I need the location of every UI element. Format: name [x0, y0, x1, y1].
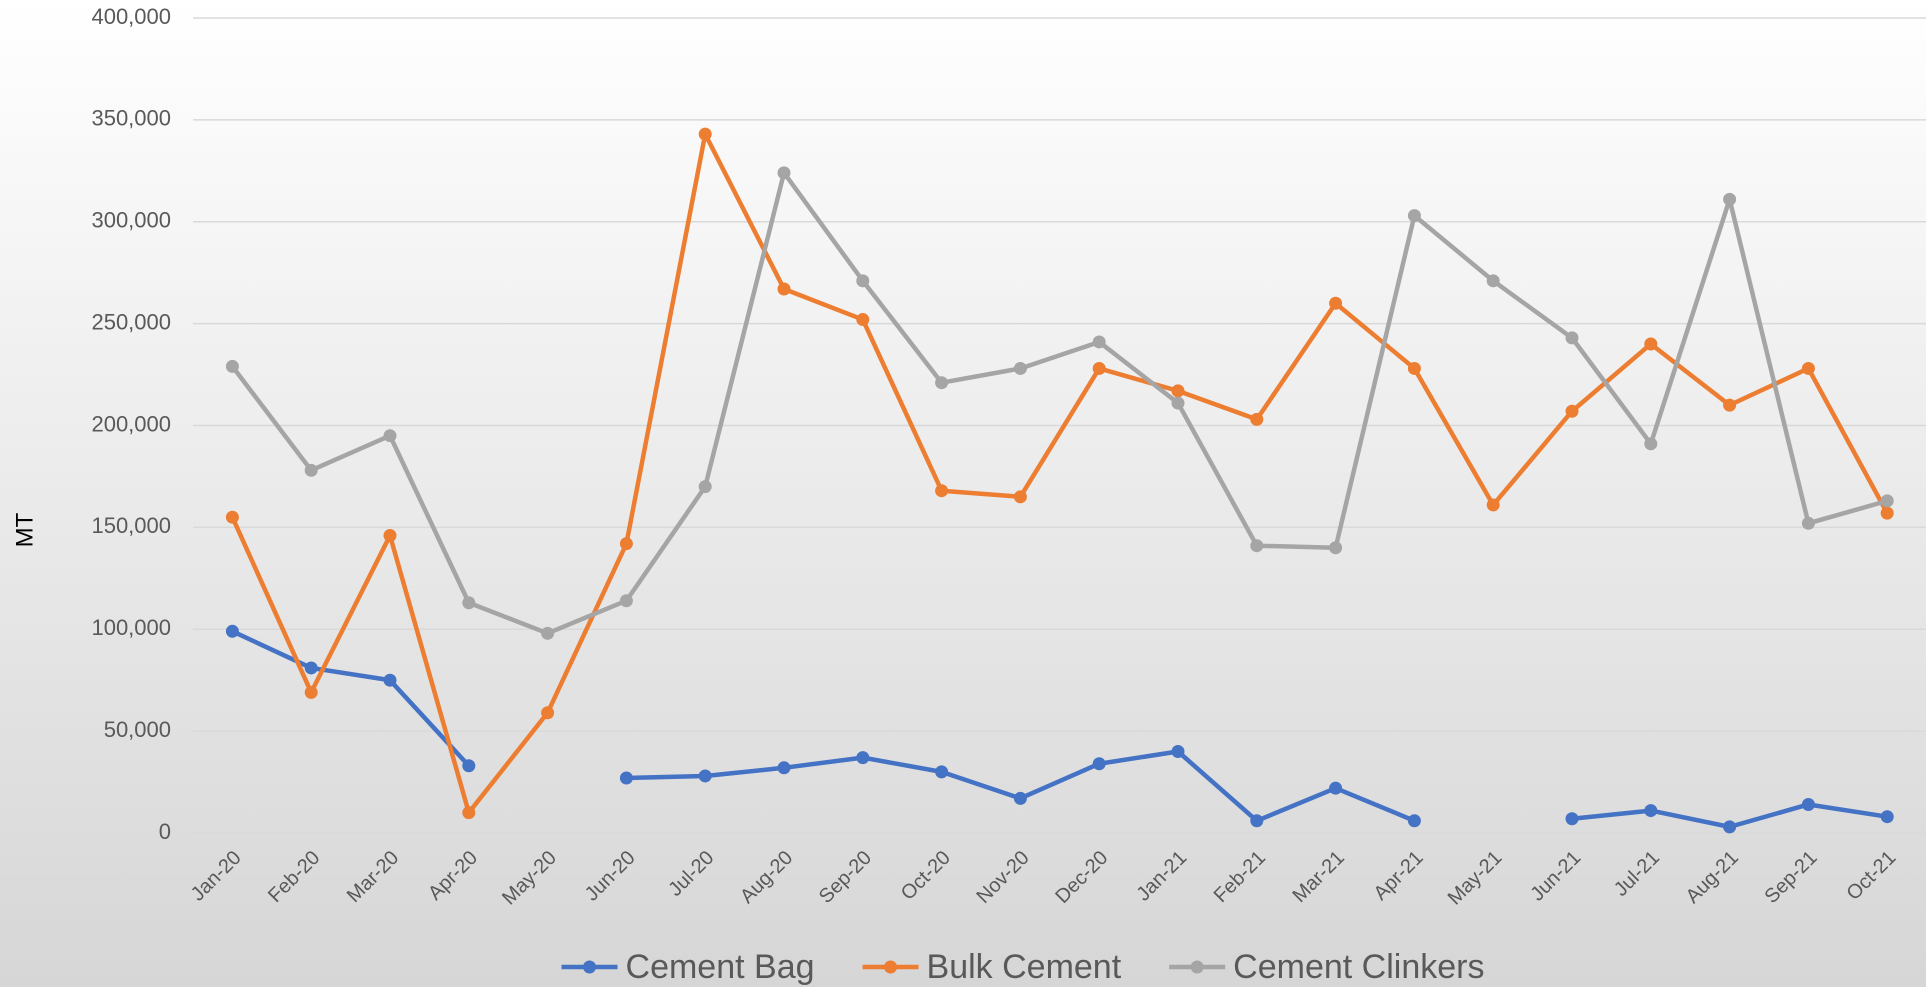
data-point — [1486, 498, 1500, 512]
data-point — [541, 706, 555, 720]
data-point — [462, 759, 476, 773]
y-tick-label: 250,000 — [91, 309, 171, 334]
legend-label: Bulk Cement — [927, 948, 1122, 986]
legend-marker — [1190, 960, 1204, 974]
series-line — [230, 170, 1888, 636]
data-point — [856, 274, 870, 288]
y-tick-label: 0 — [159, 819, 171, 844]
data-point — [225, 359, 239, 373]
data-point — [1250, 412, 1264, 426]
data-point — [1801, 516, 1815, 530]
data-point — [1723, 820, 1737, 834]
data-point — [698, 769, 712, 783]
y-tick-label: 300,000 — [91, 208, 171, 233]
data-point — [935, 484, 949, 498]
data-point — [1644, 437, 1658, 451]
y-tick-label: 100,000 — [91, 615, 171, 640]
data-point — [1329, 296, 1343, 310]
data-point — [1880, 494, 1894, 508]
data-point — [1171, 745, 1185, 758]
data-point — [856, 751, 870, 765]
data-point — [1880, 506, 1894, 520]
data-point — [1644, 804, 1658, 818]
data-point — [225, 624, 239, 638]
y-axis-title: MT — [11, 512, 38, 547]
data-point — [698, 127, 712, 141]
y-tick-label: 150,000 — [91, 513, 171, 538]
data-point — [1723, 398, 1737, 412]
data-point — [541, 626, 555, 640]
data-point — [1013, 791, 1027, 805]
legend: Cement Bag Bulk Cement Cement Clinkers — [561, 948, 1484, 986]
y-tick-label: 400,000 — [91, 4, 171, 29]
data-point — [1329, 541, 1343, 555]
legend-marker — [884, 960, 898, 974]
data-point — [1880, 810, 1894, 824]
data-point — [935, 765, 949, 779]
data-point — [225, 510, 239, 524]
data-point — [777, 761, 791, 775]
data-point — [383, 529, 397, 543]
data-point — [1565, 331, 1579, 345]
data-point — [1013, 490, 1027, 504]
data-point — [777, 166, 791, 180]
data-point — [1250, 814, 1264, 828]
data-point — [619, 537, 633, 551]
y-tick-label: 50,000 — [104, 717, 171, 742]
data-point — [304, 685, 318, 699]
data-point — [1565, 812, 1579, 826]
data-point — [1486, 274, 1500, 288]
data-point — [1565, 404, 1579, 418]
data-point — [1171, 384, 1185, 398]
data-point — [304, 661, 318, 675]
data-point — [1092, 757, 1106, 771]
data-point — [777, 282, 791, 296]
data-point — [619, 771, 633, 785]
data-point — [698, 480, 712, 494]
data-point — [619, 594, 633, 608]
data-point — [462, 806, 476, 820]
data-point — [1407, 209, 1421, 223]
y-tick-label: 350,000 — [91, 106, 171, 131]
data-point — [1407, 361, 1421, 375]
data-point — [935, 376, 949, 390]
data-point — [462, 596, 476, 610]
data-point — [856, 313, 870, 327]
data-point — [1092, 361, 1106, 375]
y-tick-label: 200,000 — [91, 411, 171, 436]
data-point — [1013, 361, 1027, 375]
data-point — [1723, 192, 1737, 206]
series-line — [230, 131, 1890, 815]
legend-label: Cement Bag — [626, 948, 815, 986]
data-point — [1171, 396, 1185, 410]
data-point — [383, 429, 397, 443]
data-point — [1092, 335, 1106, 349]
data-point — [383, 673, 397, 687]
legend-label: Cement Clinkers — [1233, 948, 1484, 986]
data-point — [1407, 814, 1421, 828]
data-point — [1801, 361, 1815, 375]
data-point — [1644, 337, 1658, 351]
data-point — [1250, 539, 1264, 553]
data-point — [1329, 781, 1343, 795]
data-point — [304, 463, 318, 477]
data-point — [1801, 797, 1815, 811]
legend-marker — [583, 960, 597, 974]
